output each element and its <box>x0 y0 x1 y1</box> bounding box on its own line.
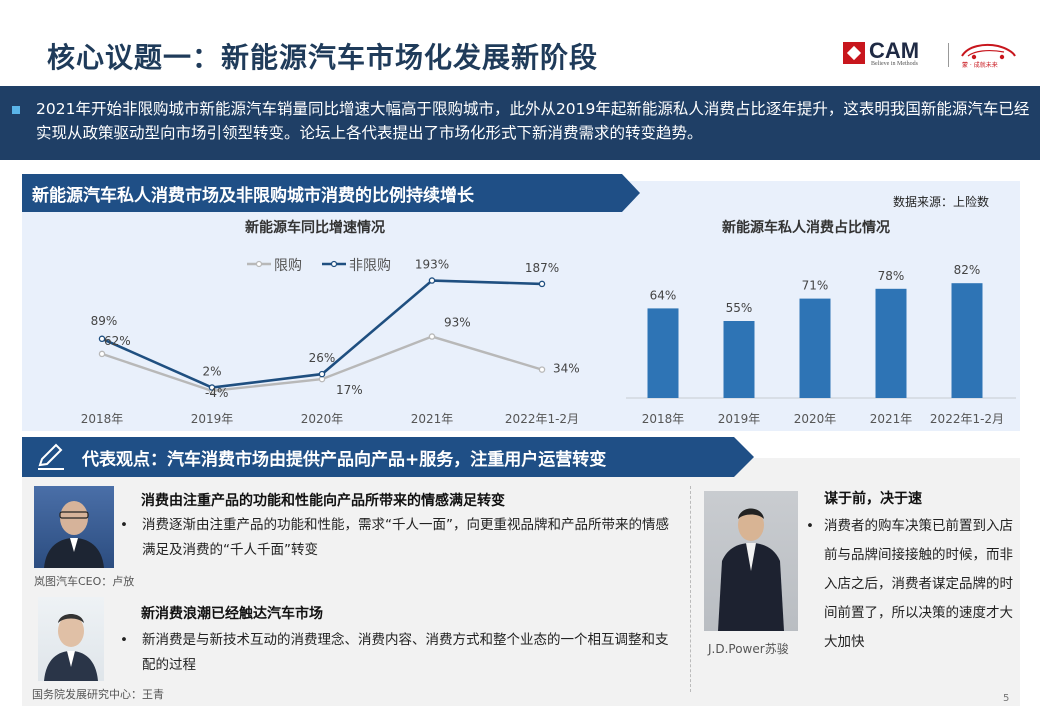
data-point <box>538 366 546 373</box>
car-logo-caption: 蒙 · 成就未来 <box>962 62 998 69</box>
logo-divider <box>948 43 949 67</box>
x-tick-label: 2018年 <box>642 412 685 426</box>
quote-heading: 谋于前，决于速 <box>824 491 922 507</box>
data-label: 93% <box>444 316 471 330</box>
data-point <box>98 335 106 343</box>
data-label: 193% <box>415 258 449 272</box>
cam-logo-tagline: Believe in Methods <box>871 61 918 67</box>
cam-logo: CAM Believe in Methods <box>843 38 938 70</box>
speaker-caption: J.D.Power苏骏 <box>708 642 789 656</box>
chart-panel <box>22 181 1020 431</box>
x-tick-label: 2020年 <box>301 412 344 426</box>
bullet-icon: • <box>806 518 814 534</box>
bar-chart: 64% 2018年 55% 2019年 71% 2020年 78% 2021年 82% 2022年… <box>626 263 1016 426</box>
section2-banner-text: 代表观点：汽车消费市场由提供产品向产品+服务，注重用户运营转变 <box>82 450 607 470</box>
data-label: 55% <box>726 301 753 315</box>
data-label: 71% <box>802 279 829 293</box>
legend-label: 限购 <box>274 258 302 274</box>
opinions-panel <box>22 458 1020 706</box>
section1-banner <box>22 174 640 212</box>
quote-text: 新消费是与新技术互动的消费理念、消费内容、消费方式和整个业态的一个相互调整和支配… <box>142 632 669 673</box>
page-title: 核心议题一：新能源汽车市场化发展新阶段 <box>47 41 599 74</box>
summary-bullet-icon <box>12 106 20 114</box>
bar <box>875 288 907 398</box>
x-tick-label: 2020年 <box>794 412 837 426</box>
bar <box>799 298 831 398</box>
speaker-caption: 国务院发展研究中心：王青 <box>32 688 164 701</box>
data-label: 62% <box>104 334 131 348</box>
data-point <box>208 384 216 391</box>
data-label: 26% <box>309 351 336 365</box>
x-tick-label: 2018年 <box>81 412 124 426</box>
legend-marker <box>255 260 263 268</box>
data-label: 2% <box>202 365 221 379</box>
quote-text: 消费逐渐由注重产品的功能和性能，需求“千人一面”，向更重视品牌和产品所带来的情感… <box>142 517 669 558</box>
data-label: -4% <box>205 386 228 400</box>
speaker-photo-lufang <box>34 486 114 568</box>
speaker-caption: 岚图汽车CEO：卢放 <box>34 575 135 588</box>
bar <box>951 283 983 398</box>
x-tick-label: 2022年1-2月 <box>505 412 579 426</box>
quote-body: • 消费逐渐由注重产品的功能和性能，需求“千人一面”，向更重视品牌和产品所带来的… <box>120 513 680 563</box>
data-label: 64% <box>650 288 677 302</box>
bullet-icon: • <box>120 632 128 648</box>
summary-text: 2021年开始非限购城市新能源汽车销量同比增速大幅高于限购城市，此外从2019年… <box>36 100 1030 142</box>
bullet-icon: • <box>120 517 128 533</box>
cam-logo-mark <box>843 42 865 64</box>
data-point <box>318 370 326 378</box>
car-logo: 蒙 · 成就未来 <box>958 40 1018 70</box>
x-tick-label: 2019年 <box>718 412 761 426</box>
x-tick-label: 2019年 <box>191 412 234 426</box>
data-label: 89% <box>91 314 118 328</box>
summary-box: 2021年开始非限购城市新能源汽车销量同比增速大幅高于限购城市，此外从2019年… <box>0 86 1040 160</box>
section2-banner: 代表观点：汽车消费市场由提供产品向产品+服务，注重用户运营转变 <box>22 437 754 477</box>
data-label: 17% <box>336 383 363 397</box>
section1-banner-text: 新能源汽车私人消费市场及非限购城市消费的比例持续增长 <box>32 186 474 206</box>
bar <box>723 321 755 398</box>
x-tick-label: 2021年 <box>411 412 454 426</box>
divider <box>690 486 691 692</box>
speaker-photo-wangqing <box>38 597 104 681</box>
data-point <box>538 280 546 288</box>
bar <box>647 308 679 398</box>
data-label: 78% <box>878 269 905 283</box>
quote-text: 消费者的购车决策已前置到入店前与品牌间接接触的时候，而非入店之后，消费者谋定品牌… <box>824 518 1013 650</box>
data-label: 82% <box>954 263 981 277</box>
x-tick-label: 2021年 <box>870 412 913 426</box>
quote-heading: 新消费浪潮已经触达汽车市场 <box>141 606 323 622</box>
pen-icon <box>38 443 64 470</box>
data-label: 187% <box>525 261 559 275</box>
line-chart-title: 新能源车同比增速情况 <box>245 220 385 236</box>
quote-body: • 消费者的购车决策已前置到入店前与品牌间接接触的时候，而非入店之后，消费者谋定… <box>806 512 1016 657</box>
bar-chart-title: 新能源车私人消费占比情况 <box>722 220 890 236</box>
car-logo-icon <box>961 43 1016 60</box>
page-number: 5 <box>1003 693 1010 704</box>
data-point <box>98 350 106 358</box>
x-tick-label: 2022年1-2月 <box>930 412 1004 426</box>
cam-logo-text: CAM <box>869 38 920 63</box>
line-chart: 限购 非限购 62% -4% 17% 93% 34% 89% 2% 26% 193% 187% 2018… <box>81 258 580 426</box>
quote-heading: 消费由注重产品的功能和性能向产品所带来的情感满足转变 <box>141 493 505 509</box>
speaker-photo-sujun <box>704 491 798 631</box>
data-point <box>428 277 436 284</box>
data-label: 34% <box>553 362 580 376</box>
data-source: 数据来源：上险数 <box>893 195 990 209</box>
data-point <box>428 333 436 340</box>
quote-body: • 新消费是与新技术互动的消费理念、消费内容、消费方式和整个业态的一个相互调整和… <box>120 628 680 678</box>
legend-label: 非限购 <box>349 258 391 274</box>
legend-marker <box>330 260 338 268</box>
